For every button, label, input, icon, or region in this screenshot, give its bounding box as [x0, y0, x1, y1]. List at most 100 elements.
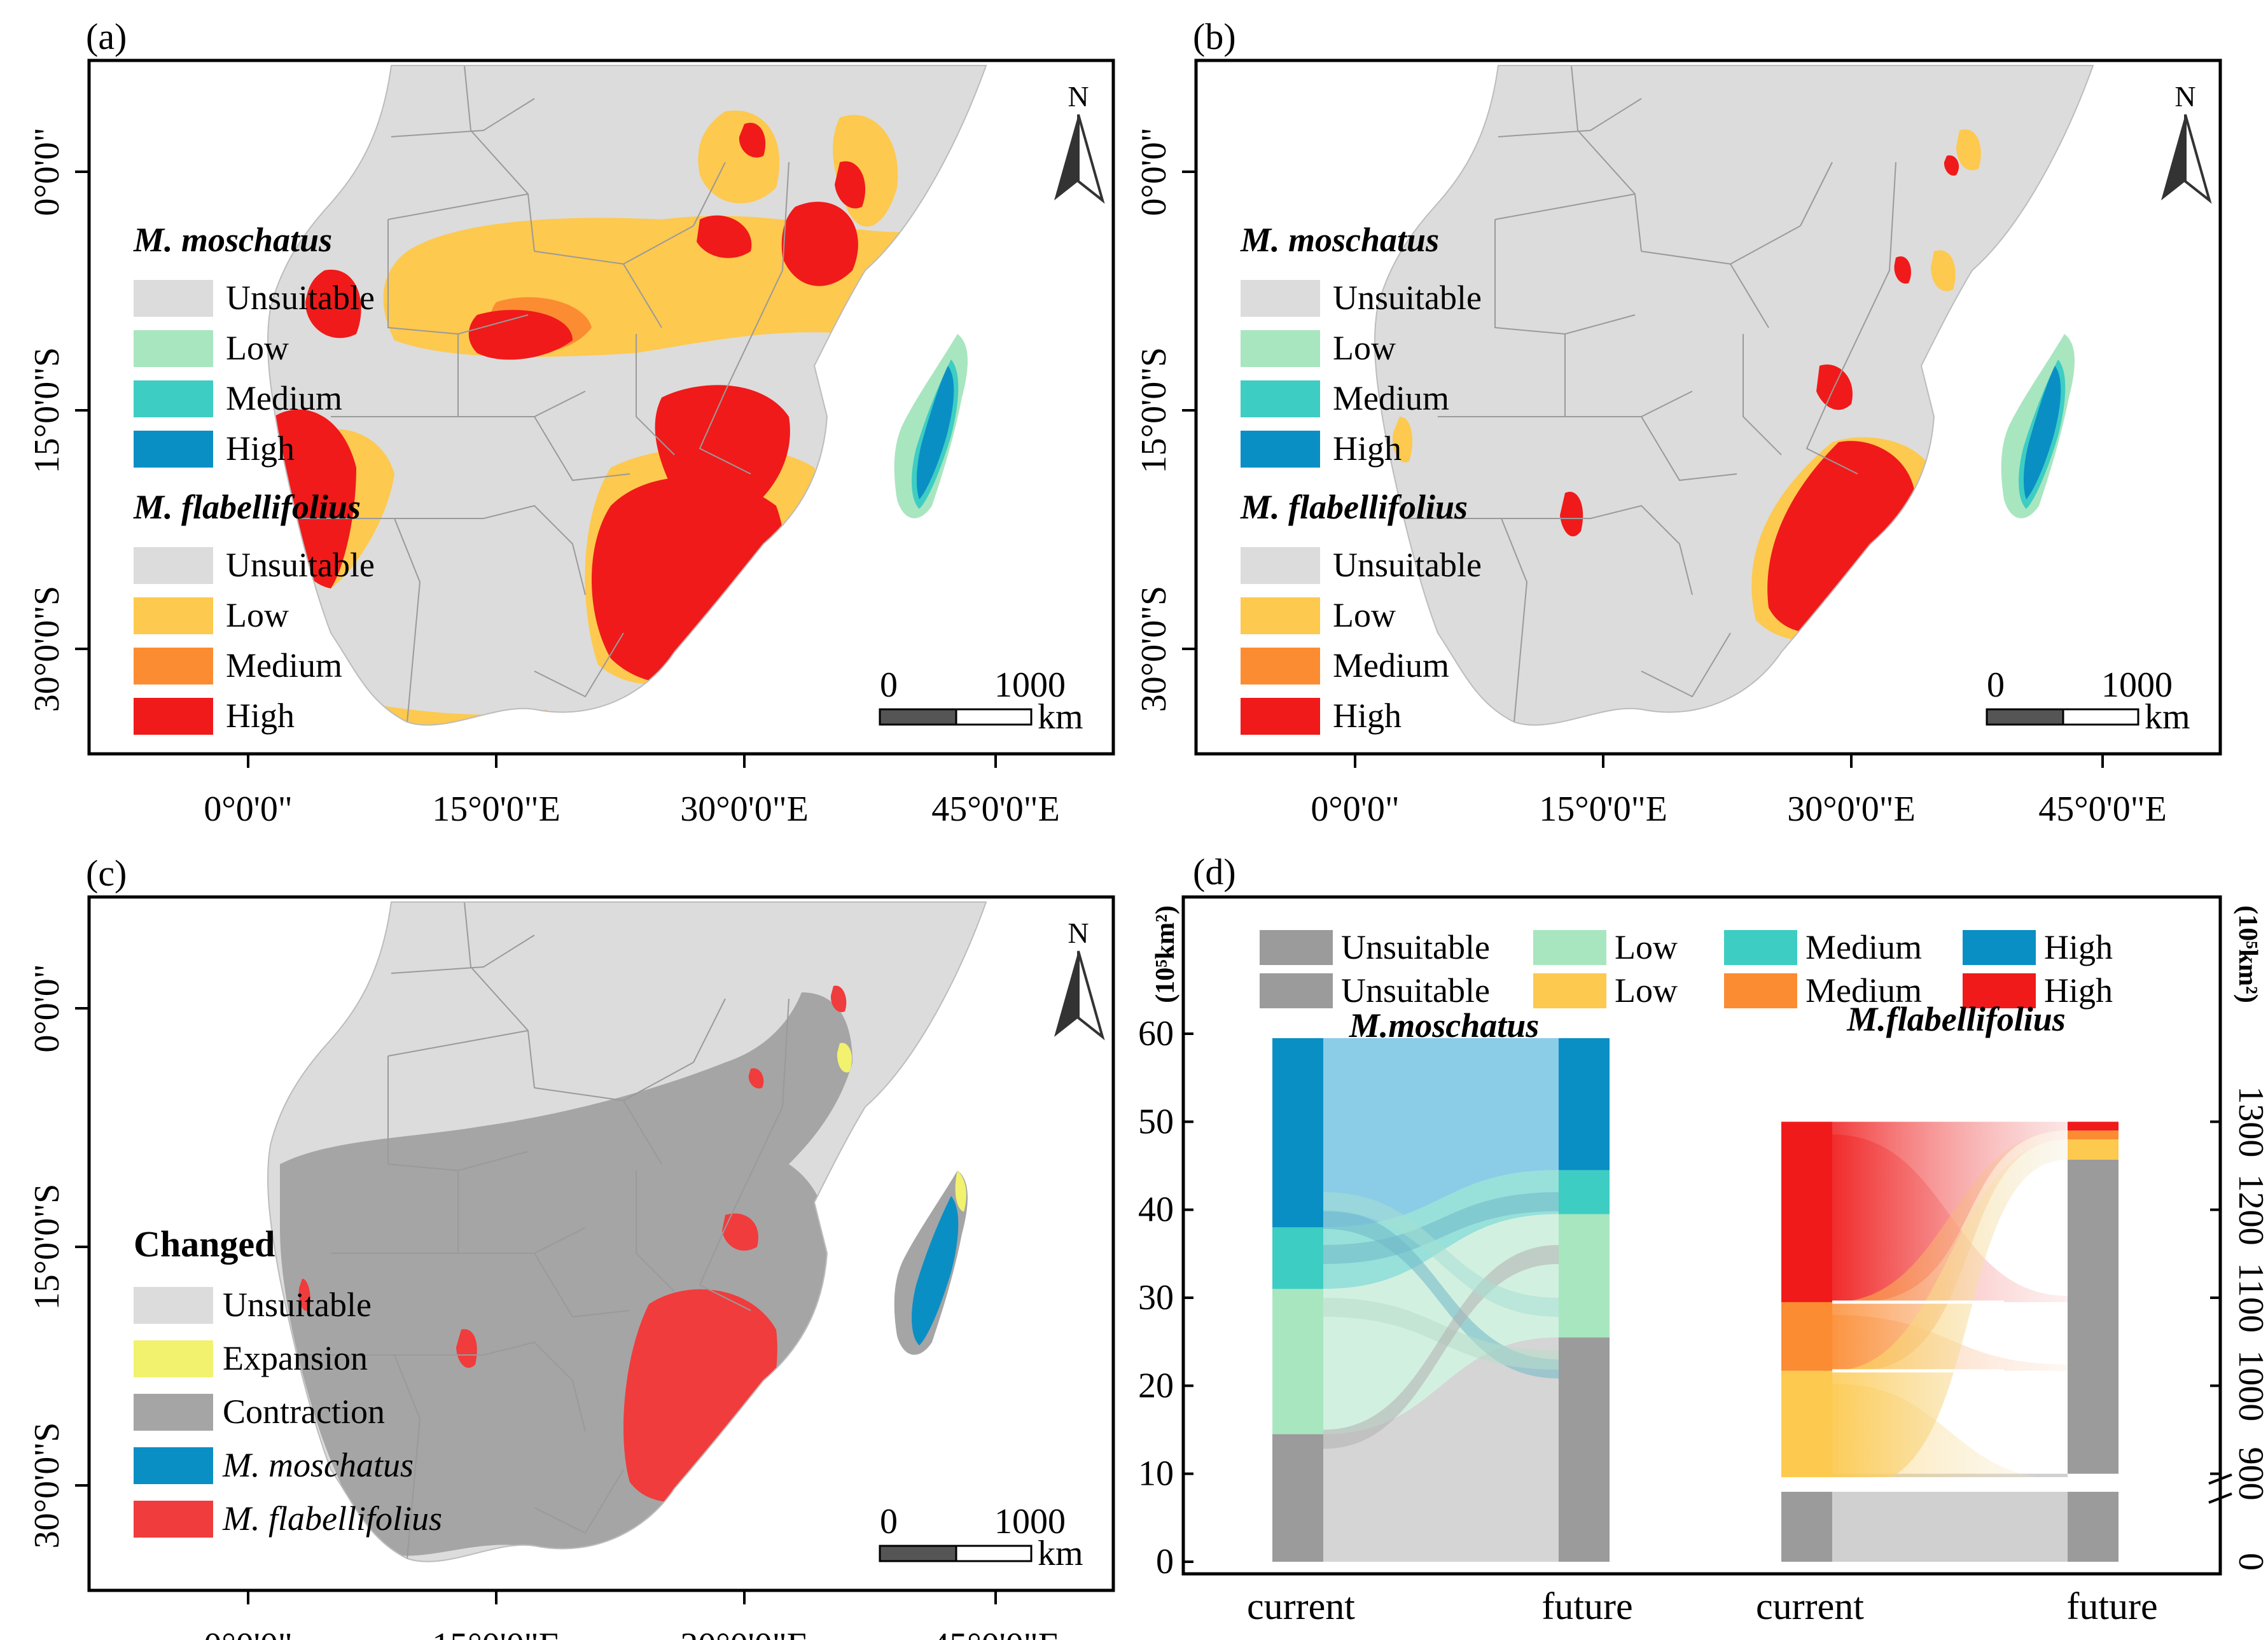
north-arrow-icon: N [1054, 917, 1105, 1041]
moschatus-area [912, 1196, 959, 1345]
legend-label: Medium [1333, 379, 1449, 417]
legend-label: Low [1333, 596, 1396, 634]
map-legend: M. moschatus Unsuitable Low Medium High M. fl… [133, 221, 375, 735]
x-tick-label: 15°0'0"E [1539, 789, 1667, 829]
x-label: current [1756, 1585, 1864, 1627]
right-tick-label: 1100 [2231, 1263, 2268, 1333]
north-arrow-icon: N [1054, 80, 1105, 204]
panel-label: (a) [86, 16, 127, 57]
legend-swatch [1724, 930, 1797, 965]
legend-title-flabellifolius: M. flabellifolius [1240, 488, 1468, 526]
legend-swatch [134, 1394, 213, 1431]
y-tick-label: 0°0'0" [1134, 127, 1174, 216]
legend-label: High [1333, 697, 1402, 735]
left-tick-label: 30 [1138, 1278, 1174, 1317]
x-tick-label: 15°0'0"E [432, 789, 560, 829]
legend-swatch [134, 280, 213, 317]
habitat-area [1944, 155, 1959, 176]
legend-swatch [134, 380, 213, 417]
moschatus-area [955, 1171, 966, 1212]
scale-left-label: 0 [880, 1502, 898, 1541]
scale-right-label: 1000 [994, 665, 1066, 705]
legend-swatch [134, 547, 213, 584]
legend-swatch [1241, 597, 1320, 634]
sankey-flow [1832, 1383, 2068, 1487]
sankey-flow [1323, 1192, 1559, 1317]
legend-label: Unsuitable [1341, 971, 1490, 1010]
habitat-area [835, 161, 866, 209]
y-tick-label: 15°0'0"S [1134, 347, 1174, 474]
x-label: current [1247, 1585, 1355, 1627]
scale-unit-label: km [1038, 1534, 1083, 1573]
x-tick-label: 0°0'0" [204, 1626, 292, 1640]
madagascar-layer [894, 334, 968, 518]
sankey-flow [1323, 1245, 1559, 1449]
y-tick-label: 30°0'0"S [27, 1422, 67, 1549]
legend-label: High [2044, 971, 2113, 1010]
left-axis-unit: (10⁵km²) [1151, 905, 1180, 1003]
legend-swatch [1241, 547, 1320, 584]
left-tick-label: 20 [1138, 1366, 1174, 1405]
legend-swatch [1963, 930, 2036, 965]
legend-label: M. flabellifolius [222, 1499, 442, 1538]
habitat-area [456, 1329, 477, 1368]
moschatus-area [2023, 366, 2061, 499]
map-legend: M. moschatus Unsuitable Low Medium High M. fl… [1240, 221, 1482, 735]
map-legend: Changed Unsuitable Expansion Contraction M. … [134, 1223, 442, 1538]
legend-label: Contraction [223, 1393, 385, 1431]
habitat-area [830, 985, 847, 1012]
x-label: future [2066, 1585, 2157, 1627]
x-tick-label: 30°0'0"E [1787, 789, 1916, 829]
legend-swatch [134, 1287, 213, 1324]
legend-label: Unsuitable [1341, 928, 1490, 966]
legend-swatch [1533, 973, 1606, 1008]
right-tick-label: 1200 [2231, 1174, 2268, 1246]
right-tick-label: 0 [2231, 1553, 2268, 1571]
sankey-flow [1323, 1192, 1559, 1264]
legend-label: Unsuitable [226, 546, 375, 584]
habitat-area [722, 1213, 758, 1251]
legend-label: High [1333, 429, 1402, 468]
legend-label: Low [1333, 329, 1396, 367]
flows-moschatus [1323, 1038, 1559, 1562]
left-tick-label: 60 [1138, 1014, 1174, 1053]
legend-swatch [1724, 973, 1797, 1008]
legend-label: High [2044, 928, 2113, 966]
scale-right-label: 1000 [994, 1502, 1066, 1541]
habitat-layer [268, 110, 907, 725]
x-tick-label: 45°0'0"E [2038, 789, 2167, 829]
right-tick-label: 1300 [2231, 1086, 2268, 1157]
legend-swatch [134, 698, 213, 735]
left-tick-label: 40 [1138, 1190, 1174, 1230]
habitat-area [837, 1043, 852, 1073]
node-current [1781, 1122, 1832, 1302]
habitat-area [298, 1279, 310, 1311]
moschatus-area [916, 366, 954, 499]
node-current [1781, 1492, 1832, 1562]
habitat-area [1931, 250, 1956, 291]
legend-label: Low [226, 596, 289, 634]
north-label: N [1068, 917, 1089, 949]
x-tick-label: 30°0'0"E [680, 789, 809, 829]
habitat-area [781, 202, 858, 286]
sankey-flow [1832, 1130, 2068, 1371]
left-tick-label: 50 [1138, 1102, 1174, 1141]
right-tick-label: 1000 [2231, 1350, 2268, 1421]
legend-swatch [134, 597, 213, 634]
legend-label: Low [1615, 928, 1678, 966]
legend-label: Low [226, 329, 289, 367]
sankey-flow [1832, 1492, 2068, 1562]
panel-label: (b) [1193, 16, 1236, 57]
legend-label: Medium [226, 646, 342, 684]
habitat-area [1956, 129, 1981, 170]
x-tick-label: 45°0'0"E [931, 789, 1060, 829]
legend-swatch [134, 1340, 213, 1377]
legend-title-moschatus: M. moschatus [133, 221, 332, 259]
y-tick-label: 15°0'0"S [27, 1184, 67, 1310]
scale-right-label: 1000 [2101, 665, 2173, 705]
